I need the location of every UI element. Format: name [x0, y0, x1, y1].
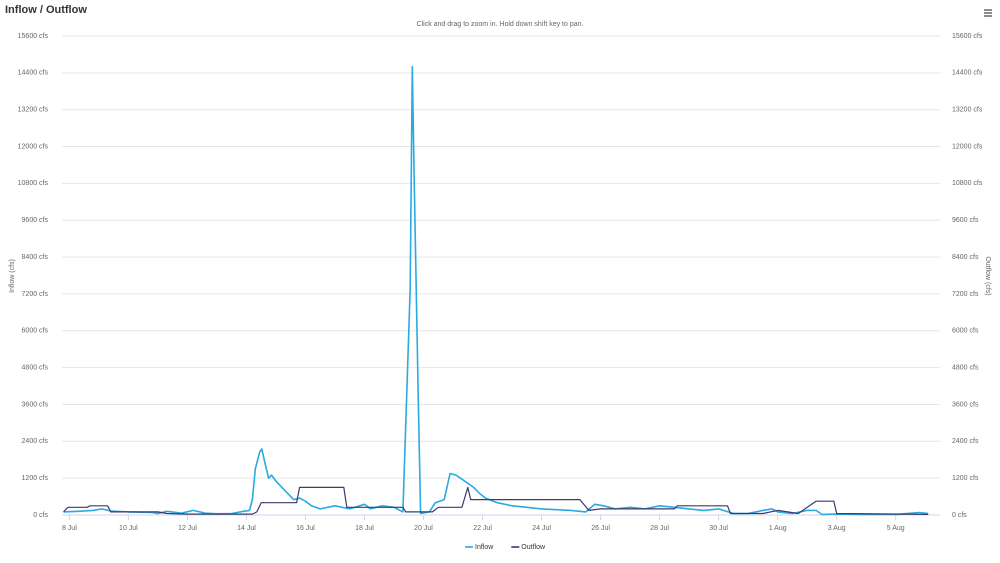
y2-tick-label: 12000 cfs	[952, 143, 983, 150]
x-tick-label: 18 Jul	[355, 525, 374, 532]
x-tick-label: 16 Jul	[296, 525, 315, 532]
legend-label: Inflow	[475, 544, 494, 551]
y2-tick-label: 8400 cfs	[952, 254, 979, 261]
y2-tick-label: 1200 cfs	[952, 475, 979, 482]
y2-tick-label: 6000 cfs	[952, 328, 979, 335]
y2-tick-label: 14400 cfs	[952, 70, 983, 77]
x-tick-label: 12 Jul	[178, 525, 197, 532]
y-tick-label: 7200 cfs	[22, 291, 49, 298]
x-tick-label: 26 Jul	[591, 525, 610, 532]
y2-tick-label: 9600 cfs	[952, 217, 979, 224]
y-tick-label: 13200 cfs	[18, 107, 49, 114]
y-tick-label: 9600 cfs	[22, 217, 49, 224]
x-tick-label: 24 Jul	[532, 525, 551, 532]
series-line	[63, 65, 929, 516]
y-tick-label: 10800 cfs	[18, 180, 49, 187]
x-tick-label: 20 Jul	[414, 525, 433, 532]
y2-tick-label: 13200 cfs	[952, 107, 983, 114]
y-tick-label: 15600 cfs	[18, 33, 49, 40]
x-tick-label: 14 Jul	[237, 525, 256, 532]
y2-axis-title: Outflow (cfs)	[984, 256, 991, 295]
y-tick-label: 6000 cfs	[22, 328, 49, 335]
y2-tick-label: 15600 cfs	[952, 33, 983, 40]
legend-label: Outflow	[521, 544, 546, 551]
y-tick-label: 4800 cfs	[22, 364, 49, 371]
chart-title: Inflow / Outflow	[5, 4, 87, 16]
chart-subtitle: Click and drag to zoom in. Hold down shi…	[417, 21, 584, 28]
y2-tick-label: 3600 cfs	[952, 401, 979, 408]
y-tick-label: 0 cfs	[33, 512, 48, 519]
x-tick-label: 30 Jul	[709, 525, 728, 532]
x-tick-label: 8 Jul	[62, 525, 77, 532]
x-tick-label: 22 Jul	[473, 525, 492, 532]
y-axis-title: Inflow (cfs)	[9, 259, 16, 293]
x-tick-label: 5 Aug	[887, 525, 905, 532]
x-tick-label: 3 Aug	[828, 525, 846, 532]
series-line	[63, 486, 929, 515]
x-tick-label: 28 Jul	[650, 525, 669, 532]
x-tick-label: 10 Jul	[119, 525, 138, 532]
y2-tick-label: 0 cfs	[952, 512, 967, 519]
menu-button[interactable]	[982, 7, 994, 19]
y-tick-label: 12000 cfs	[18, 143, 49, 150]
y-tick-label: 14400 cfs	[18, 70, 49, 77]
y2-tick-label: 10800 cfs	[952, 180, 983, 187]
y2-tick-label: 7200 cfs	[952, 291, 979, 298]
y-tick-label: 1200 cfs	[22, 475, 49, 482]
x-tick-label: 1 Aug	[769, 525, 787, 532]
y-tick-label: 3600 cfs	[22, 401, 49, 408]
y-tick-label: 2400 cfs	[22, 438, 49, 445]
y2-tick-label: 2400 cfs	[952, 438, 979, 445]
y2-tick-label: 4800 cfs	[952, 364, 979, 371]
y-tick-label: 8400 cfs	[22, 254, 49, 261]
